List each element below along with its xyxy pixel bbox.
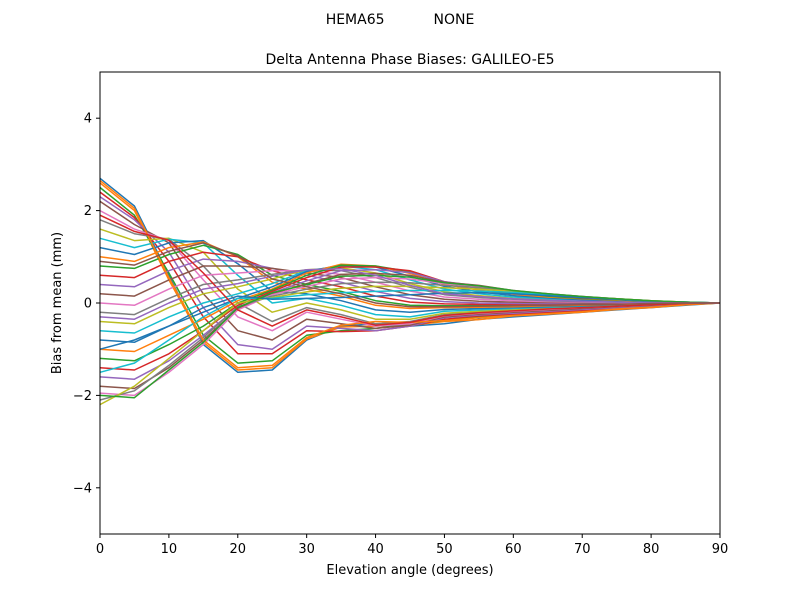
- y-axis-label: Bias from mean (mm): [50, 232, 65, 374]
- x-tick-label: 70: [574, 542, 591, 557]
- series-line-35: [99, 268, 720, 320]
- series-line-33: [99, 274, 721, 399]
- series-layer: [99, 177, 721, 406]
- x-tick-label: 80: [643, 542, 660, 557]
- series-line-34: [99, 214, 721, 327]
- y-tick-label: 2: [84, 204, 92, 219]
- x-tick-label: 50: [436, 542, 453, 557]
- x-tick-label: 10: [161, 542, 178, 557]
- x-tick-label: 90: [712, 542, 729, 557]
- y-tick-label: −4: [73, 481, 92, 496]
- y-tick-label: 4: [84, 112, 92, 127]
- y-axis: −4 −2 0 2 4: [73, 112, 100, 496]
- x-tick-label: 40: [367, 542, 384, 557]
- x-axis: 0 10 20 30 40 50 60 70 80 90: [96, 534, 728, 557]
- x-tick-label: 20: [230, 542, 247, 557]
- x-tick-label: 30: [298, 542, 315, 557]
- y-tick-label: 0: [84, 297, 92, 312]
- x-tick-label: 60: [505, 542, 522, 557]
- figure-suptitle: HEMA65 NONE: [326, 12, 475, 28]
- x-tick-label: 0: [96, 542, 104, 557]
- series-line-36: [99, 242, 720, 308]
- chart-title: Delta Antenna Phase Biases: GALILEO-E5: [265, 52, 554, 68]
- y-tick-label: −2: [73, 389, 92, 404]
- x-axis-label: Elevation angle (degrees): [326, 563, 493, 578]
